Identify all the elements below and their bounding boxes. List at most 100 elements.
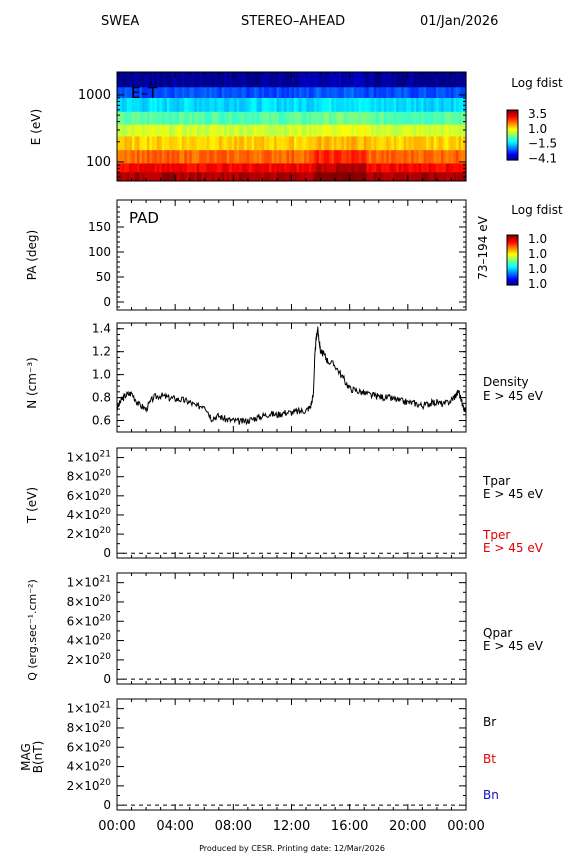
spectrogram-cell xyxy=(226,136,230,151)
spectrogram-cell xyxy=(406,111,410,126)
spectrogram-cell xyxy=(378,163,382,173)
spectrogram-cell xyxy=(296,150,300,164)
spectrogram-cell xyxy=(408,136,412,151)
spectrogram-cell xyxy=(388,111,392,126)
colorbar-cell xyxy=(507,275,518,277)
spectrogram-cell xyxy=(341,111,345,126)
spectrogram-cell xyxy=(358,111,362,126)
spectrogram-cell xyxy=(453,163,457,173)
spectrogram-cell xyxy=(438,172,442,182)
spectrogram-cell xyxy=(291,72,295,88)
spectrogram-cell xyxy=(174,150,178,164)
spectrogram-cell xyxy=(321,172,325,182)
spectrogram-cell xyxy=(396,124,400,137)
spectrogram-cell xyxy=(431,98,435,113)
spectrogram-cell xyxy=(363,87,367,99)
spectrogram-cell xyxy=(331,136,335,151)
spectrogram-cell xyxy=(251,111,255,126)
colorbar-cell xyxy=(507,123,518,126)
colorbar-cell xyxy=(507,261,518,264)
spectrogram-cell xyxy=(321,163,325,173)
spectrogram-cell xyxy=(226,87,230,99)
colorbar-cell xyxy=(507,147,518,150)
y-tick-label: 1×1021 xyxy=(67,575,111,590)
spectrogram-cell xyxy=(274,172,278,182)
spectrogram-cell xyxy=(433,172,437,182)
spectrogram-cell xyxy=(186,150,190,164)
spectrogram-cell xyxy=(413,111,417,126)
spectrogram-cell xyxy=(456,172,460,182)
spectrogram-cell xyxy=(256,111,260,126)
spectrogram-cell xyxy=(206,72,210,88)
spectrogram-cell xyxy=(396,172,400,182)
spectrogram-cell xyxy=(323,72,327,88)
spectrogram-cell xyxy=(418,72,422,88)
spectrogram-cell xyxy=(411,163,415,173)
spectrogram-cell xyxy=(176,72,180,88)
spectrogram-cell xyxy=(204,163,208,173)
spectrogram-cell xyxy=(139,136,143,151)
spectrogram-cell xyxy=(164,136,168,151)
y-axis-label-energy: E (eV) xyxy=(29,109,43,145)
spectrogram-cell xyxy=(313,111,318,126)
spectrogram-cell xyxy=(146,136,151,151)
spectrogram-cell xyxy=(149,163,153,173)
spectrogram-cell xyxy=(341,163,345,173)
spectrogram-cell xyxy=(199,150,203,164)
spectrogram-cell xyxy=(348,98,352,113)
colorbar-cell xyxy=(507,118,518,121)
legend-density-range: E > 45 eV xyxy=(483,389,544,403)
spectrogram-cell xyxy=(346,163,350,173)
spectrogram-cell xyxy=(229,87,233,99)
spectrogram-cell xyxy=(131,172,136,182)
spectrogram-cell xyxy=(306,163,310,173)
colorbar-cell xyxy=(507,122,518,125)
spectrogram-cell xyxy=(331,98,335,113)
spectrogram-cell xyxy=(184,87,188,99)
spectrogram-cell xyxy=(226,72,230,88)
spectrogram-cell xyxy=(261,98,265,113)
spectrogram-cell xyxy=(438,87,442,99)
spectrogram-cell xyxy=(366,111,370,126)
spectrogram-cell xyxy=(416,111,420,126)
spectrogram-cell xyxy=(461,124,465,137)
spectrogram-cell xyxy=(131,98,136,113)
spectrogram-cell xyxy=(261,124,265,137)
spectrogram-cell xyxy=(451,172,455,182)
spectrogram-cell xyxy=(274,163,278,173)
spectrogram-cell xyxy=(346,72,350,88)
spectrogram-cell xyxy=(396,111,400,126)
spectrogram-cell xyxy=(246,136,250,151)
spectrogram-cell xyxy=(366,72,370,88)
y-tick-label: 8×1020 xyxy=(67,720,112,735)
spectrogram-cell xyxy=(219,150,223,164)
spectrogram-cell xyxy=(139,163,143,173)
spectrogram-cell xyxy=(239,87,243,99)
spectrogram-cell xyxy=(293,72,298,88)
spectrogram-cell xyxy=(166,163,170,173)
spectrogram-cell xyxy=(458,150,462,164)
spectrogram-cell xyxy=(211,150,215,164)
spectrogram-cell xyxy=(174,87,178,99)
spectrogram-cell xyxy=(398,87,402,99)
spectrogram-cell xyxy=(388,87,392,99)
spectrogram-cell xyxy=(284,124,288,137)
colorbar-cell xyxy=(507,263,518,266)
spectrogram-cell xyxy=(331,87,335,99)
spectrogram-cell xyxy=(421,72,425,88)
spectrogram-cell xyxy=(274,136,278,151)
spectrogram-cell xyxy=(286,111,290,126)
spectrogram-cell xyxy=(341,136,345,151)
spectrogram-cell xyxy=(121,136,126,151)
spectrogram-cell xyxy=(186,163,190,173)
spectrogram-cell xyxy=(456,136,460,151)
spectrogram-cell xyxy=(184,150,188,164)
spectrogram-cell xyxy=(141,136,146,151)
spectrogram-cell xyxy=(383,150,387,164)
spectrogram-cell xyxy=(301,111,305,126)
spectrogram-cell xyxy=(171,136,175,151)
spectrogram-cell xyxy=(301,98,305,113)
spectrogram-cell xyxy=(266,87,270,99)
spectrogram-cell xyxy=(381,111,385,126)
spectrogram-cell xyxy=(438,72,442,88)
